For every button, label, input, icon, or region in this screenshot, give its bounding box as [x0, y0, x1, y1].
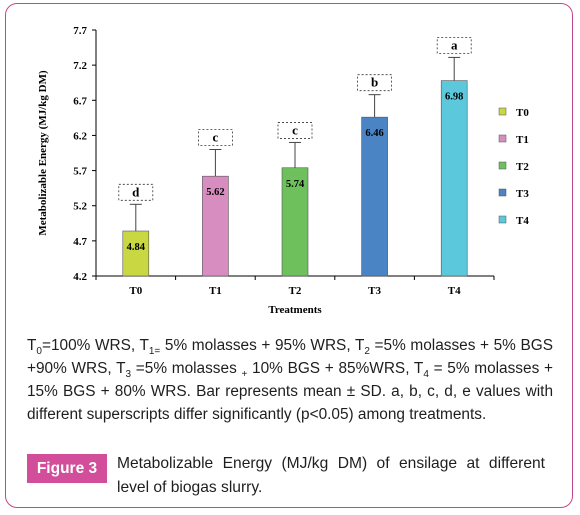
legend-swatch-T0 [498, 107, 507, 116]
legend-label: T4 [516, 215, 529, 227]
bar-chart: 4.2 4.7 5.2 5.7 6.2 6.7 7.2 7.7 Metabolizable En… [37, 25, 529, 316]
x-tick-label: T2 [289, 285, 302, 297]
significance-letter: d [132, 184, 140, 199]
data-label: 5.62 [206, 187, 224, 198]
y-tick-label: 4.7 [73, 236, 87, 248]
figure-title: Metabolizable Energy (MJ/kg DM) of ensil… [117, 455, 545, 496]
bar-T1 [202, 175, 229, 277]
significance-letter: a [451, 37, 458, 52]
x-tick-label: T4 [448, 285, 461, 297]
legend-label: T0 [516, 107, 529, 119]
caption-body: T0=100% WRS, T1= 5% molasses + 95% WRS, … [27, 337, 553, 423]
figure-label: Figure 3 [27, 454, 107, 483]
x-tick-label: T1 [209, 285, 222, 297]
data-label: 6.46 [365, 128, 383, 139]
legend-label: T2 [516, 161, 529, 173]
y-tick-label: 5.7 [73, 166, 87, 178]
significance-letter: c [213, 129, 219, 144]
legend-swatch-T3 [498, 188, 507, 197]
bar-T3 [361, 116, 388, 277]
y-tick-label: 4.2 [73, 271, 87, 283]
significance-box [277, 122, 313, 139]
y-tick-label: 6.7 [73, 95, 87, 107]
x-tick-label: T0 [129, 285, 142, 297]
x-axis-title: Treatments [268, 304, 322, 316]
data-label: 5.74 [286, 179, 305, 190]
y-tick-label: 6.2 [73, 130, 87, 142]
significance-box [436, 37, 472, 54]
y-tick-label: 5.2 [73, 201, 87, 213]
legend-swatch-T4 [498, 215, 507, 224]
y-tick-label: 7.7 [73, 25, 87, 37]
x-tick-label: T3 [368, 285, 381, 297]
legend-label: T1 [516, 134, 529, 146]
significance-letter: b [371, 75, 378, 90]
significance-box [197, 129, 233, 146]
legend-label: T3 [516, 188, 529, 200]
data-label: 4.84 [127, 242, 146, 253]
y-tick-label: 7.2 [73, 60, 87, 72]
bar-T2 [281, 167, 309, 277]
bar-T4 [440, 80, 468, 277]
y-axis-title: Metabolizable Energy (MJ/kg DM) [37, 70, 49, 236]
legend-swatch-T2 [498, 161, 507, 170]
legend-swatch-T1 [498, 134, 507, 143]
data-label: 6.98 [445, 92, 463, 103]
significance-letter: c [292, 122, 298, 137]
bar-T0 [122, 230, 150, 277]
significance-box [118, 183, 154, 201]
significance-box [357, 74, 393, 92]
